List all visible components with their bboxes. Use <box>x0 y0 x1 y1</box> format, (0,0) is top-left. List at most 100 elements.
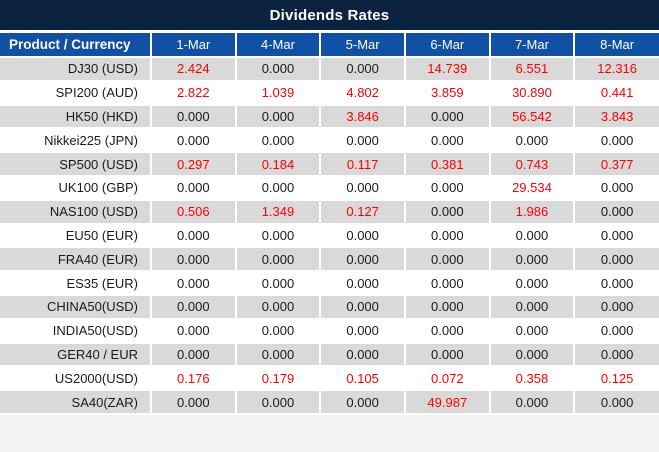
dividend-value-cell: 3.859 <box>403 79 491 106</box>
product-label: Nikkei225 (JPN) <box>0 127 152 154</box>
dividend-value-cell: 1.986 <box>488 198 576 225</box>
dividend-value-cell: 0.000 <box>150 389 237 415</box>
dividend-value-cell: 0.127 <box>319 198 406 225</box>
dividend-value-cell: 0.000 <box>234 174 322 201</box>
dividend-value-cell: 0.000 <box>573 270 659 296</box>
dividend-value-cell: 0.000 <box>319 293 406 320</box>
product-label: CHINA50(USD) <box>0 293 152 320</box>
dividend-value-cell: 0.000 <box>234 103 322 130</box>
table-row: INDIA50(USD) 0.000 0.000 0.000 0.000 0.000 0.0… <box>0 317 659 344</box>
dividend-value-cell: 0.000 <box>573 198 659 225</box>
dividend-value-cell: 0.000 <box>573 127 659 154</box>
table-row: Nikkei225 (JPN) 0.000 0.000 0.000 0.000 0.000… <box>0 127 659 154</box>
dividend-value-cell: 0.000 <box>319 174 406 201</box>
dividend-value-cell: 0.000 <box>150 127 237 154</box>
dividend-value-cell: 0.000 <box>150 246 237 273</box>
dividend-value-cell: 29.534 <box>488 174 576 201</box>
table-row: UK100 (GBP) 0.000 0.000 0.000 0.000 29.534 0.0… <box>0 174 659 201</box>
dividend-value-cell: 0.000 <box>488 341 576 368</box>
column-header-8-mar: 8-Mar <box>573 33 659 58</box>
dividend-value-cell: 0.000 <box>150 103 237 130</box>
dividend-value-cell: 0.000 <box>488 127 576 154</box>
product-label: SP500 (USD) <box>0 151 152 177</box>
dividend-value-cell: 0.072 <box>403 365 491 392</box>
table-row: EU50 (EUR) 0.000 0.000 0.000 0.000 0.000 0.000 <box>0 222 659 249</box>
page-title: Dividends Rates <box>269 6 390 24</box>
dividend-value-cell: 0.000 <box>488 222 576 249</box>
dividend-value-cell: 0.000 <box>403 174 491 201</box>
dividend-value-cell: 0.000 <box>403 246 491 273</box>
table-row: GER40 / EUR 0.000 0.000 0.000 0.000 0.000 0.00… <box>0 341 659 368</box>
dividend-value-cell: 0.000 <box>403 198 491 225</box>
dividend-value-cell: 0.000 <box>150 174 237 201</box>
product-label: SA40(ZAR) <box>0 389 152 415</box>
dividend-value-cell: 0.743 <box>488 151 576 177</box>
table-row: SA40(ZAR) 0.000 0.000 0.000 49.987 0.000 0.000 <box>0 389 659 415</box>
table-row: US2000(USD) 0.176 0.179 0.105 0.072 0.358 0.12… <box>0 365 659 392</box>
column-header-1-mar: 1-Mar <box>150 33 237 58</box>
dividend-value-cell: 0.000 <box>234 127 322 154</box>
dividend-value-cell: 0.000 <box>573 317 659 344</box>
dividend-value-cell: 0.117 <box>319 151 406 177</box>
dividend-value-cell: 1.039 <box>234 79 322 106</box>
dividend-value-cell: 0.000 <box>319 317 406 344</box>
dividend-value-cell: 0.000 <box>234 56 322 82</box>
column-header-6-mar: 6-Mar <box>403 33 491 58</box>
column-header-4-mar: 4-Mar <box>234 33 322 58</box>
table-row: SPI200 (AUD) 2.822 1.039 4.802 3.859 30.890 0.… <box>0 79 659 106</box>
dividend-value-cell: 0.000 <box>403 341 491 368</box>
dividend-value-cell: 0.000 <box>319 270 406 296</box>
dividend-value-cell: 0.179 <box>234 365 322 392</box>
product-label: HK50 (HKD) <box>0 103 152 130</box>
dividend-value-cell: 0.506 <box>150 198 237 225</box>
dividend-value-cell: 0.176 <box>150 365 237 392</box>
dividend-value-cell: 0.000 <box>573 174 659 201</box>
dividends-rates-table: Product / Currency 1-Mar 4-Mar 5-Mar 6-Mar 7… <box>0 33 659 415</box>
dividend-value-cell: 2.822 <box>150 79 237 106</box>
dividend-value-cell: 0.441 <box>573 79 659 106</box>
product-label: FRA40 (EUR) <box>0 246 152 273</box>
dividend-value-cell: 0.000 <box>234 222 322 249</box>
product-label: ES35 (EUR) <box>0 270 152 296</box>
dividend-value-cell: 0.184 <box>234 151 322 177</box>
dividend-value-cell: 3.843 <box>573 103 659 130</box>
table-row: SP500 (USD) 0.297 0.184 0.117 0.381 0.743 0.37… <box>0 151 659 177</box>
dividend-value-cell: 0.000 <box>150 317 237 344</box>
product-label: NAS100 (USD) <box>0 198 152 225</box>
table-row: NAS100 (USD) 0.506 1.349 0.127 0.000 1.986 0.0… <box>0 198 659 225</box>
dividend-value-cell: 0.000 <box>319 56 406 82</box>
dividend-value-cell: 0.358 <box>488 365 576 392</box>
dividend-value-cell: 0.000 <box>573 293 659 320</box>
dividend-value-cell: 0.381 <box>403 151 491 177</box>
dividend-value-cell: 0.000 <box>319 222 406 249</box>
dividend-value-cell: 0.000 <box>319 246 406 273</box>
table-row: CHINA50(USD) 0.000 0.000 0.000 0.000 0.000 0.0… <box>0 293 659 320</box>
dividend-value-cell: 0.000 <box>234 246 322 273</box>
product-label: EU50 (EUR) <box>0 222 152 249</box>
dividend-value-cell: 0.000 <box>234 270 322 296</box>
dividend-value-cell: 0.000 <box>234 293 322 320</box>
table-row: FRA40 (EUR) 0.000 0.000 0.000 0.000 0.000 0.00… <box>0 246 659 273</box>
table-row: ES35 (EUR) 0.000 0.000 0.000 0.000 0.000 0.000 <box>0 270 659 296</box>
product-label: GER40 / EUR <box>0 341 152 368</box>
product-label: SPI200 (AUD) <box>0 79 152 106</box>
dividend-value-cell: 0.105 <box>319 365 406 392</box>
table-title-bar: Dividends Rates <box>0 0 659 33</box>
dividend-value-cell: 0.000 <box>573 389 659 415</box>
dividend-value-cell: 0.000 <box>488 389 576 415</box>
column-header-7-mar: 7-Mar <box>488 33 576 58</box>
dividend-value-cell: 0.000 <box>319 389 406 415</box>
dividend-value-cell: 2.424 <box>150 56 237 82</box>
column-header-5-mar: 5-Mar <box>319 33 406 58</box>
dividend-value-cell: 14.739 <box>403 56 491 82</box>
dividend-value-cell: 0.000 <box>150 222 237 249</box>
dividend-value-cell: 0.000 <box>403 293 491 320</box>
dividend-value-cell: 0.000 <box>319 341 406 368</box>
table-row: DJ30 (USD) 2.424 0.000 0.000 14.739 6.551 12.3… <box>0 56 659 82</box>
dividend-value-cell: 0.000 <box>319 127 406 154</box>
column-header-product-currency: Product / Currency <box>0 33 152 58</box>
dividend-value-cell: 0.000 <box>234 341 322 368</box>
dividend-value-cell: 1.349 <box>234 198 322 225</box>
dividend-value-cell: 0.000 <box>150 293 237 320</box>
